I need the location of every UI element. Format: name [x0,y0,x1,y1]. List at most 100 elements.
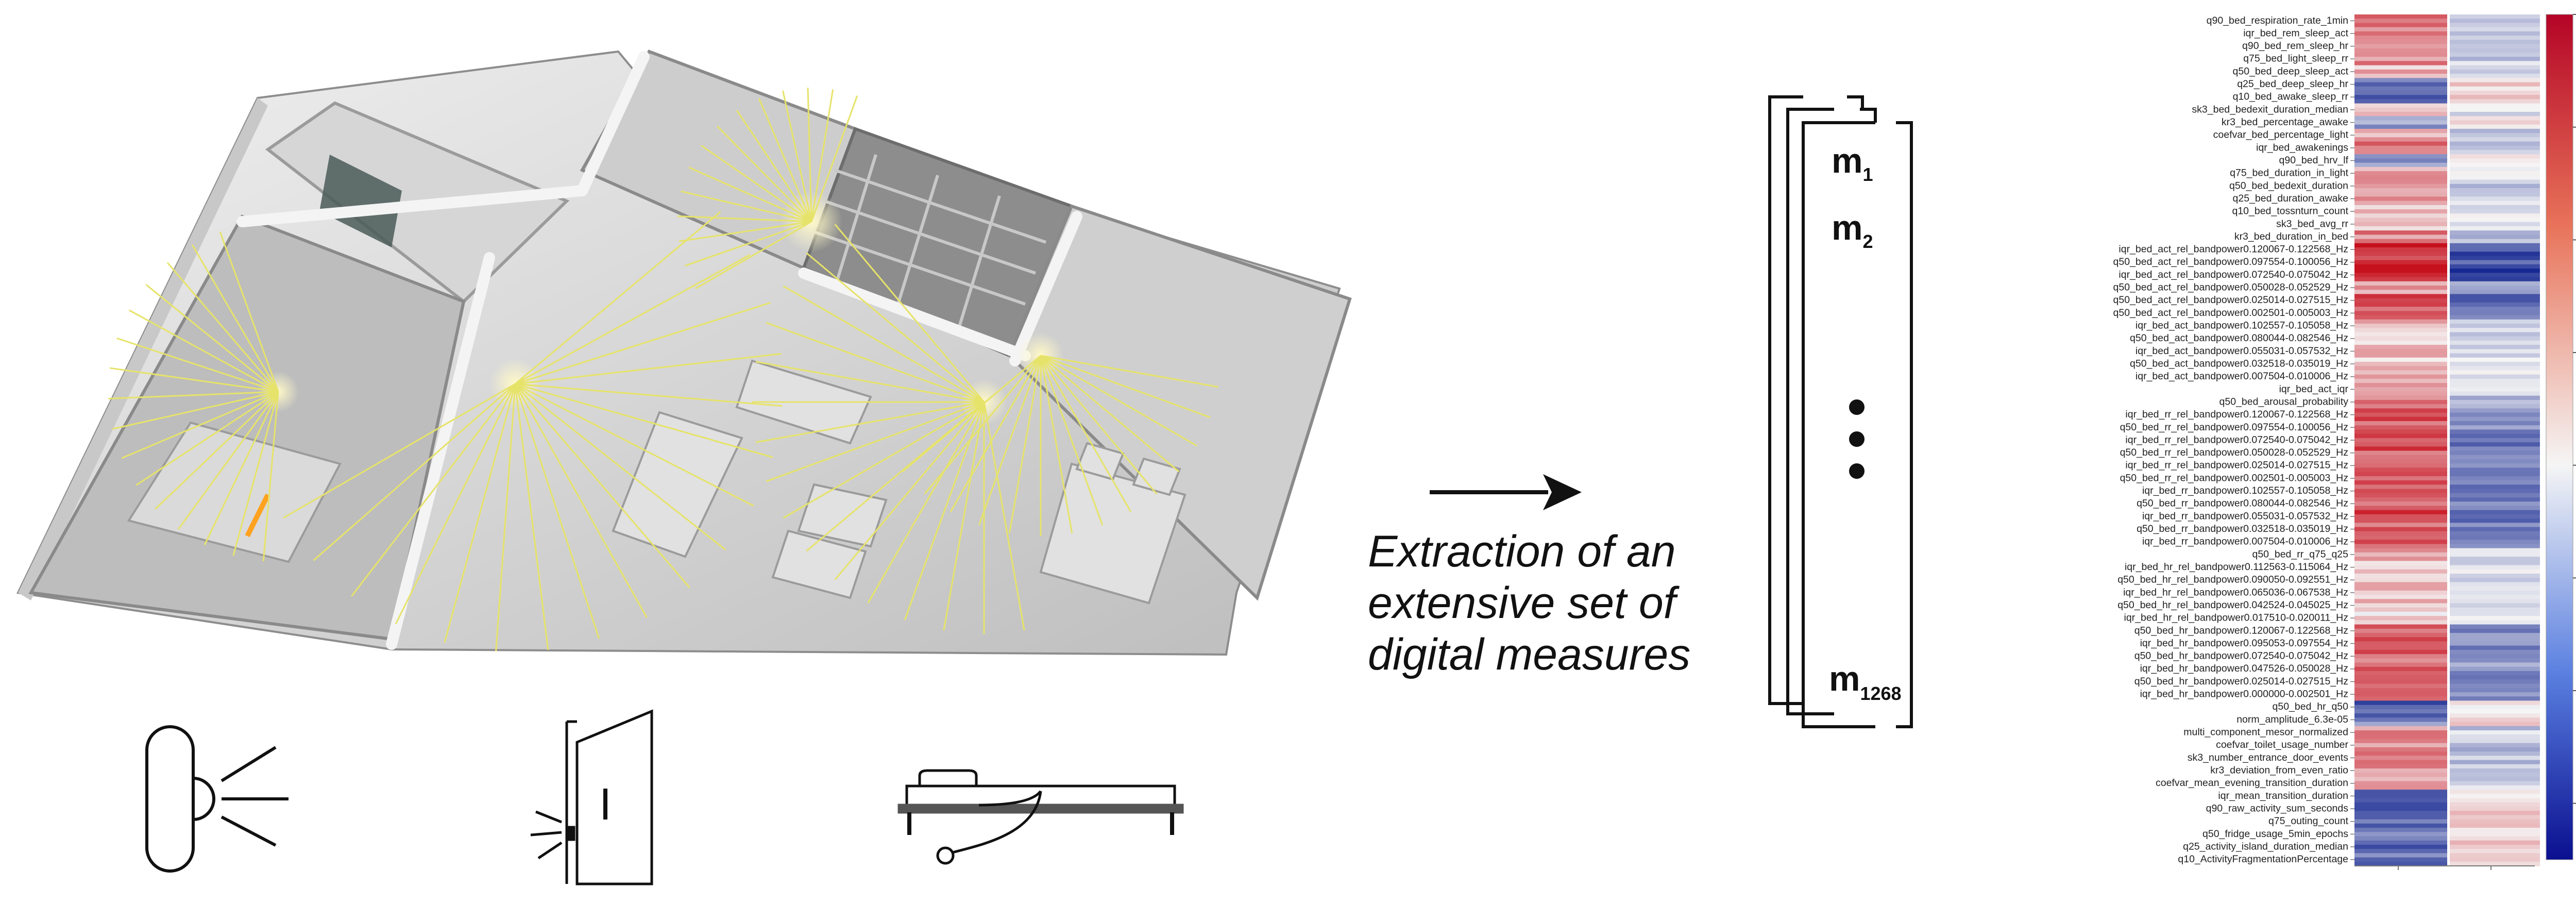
feature-label: q50_bed_act_rel_bandpower0.097554-0.1000… [2113,256,2348,267]
heatmap-cell [2450,171,2540,176]
heatmap-cell [2450,145,2540,150]
feature-label: q50_bed_hr_bandpower0.025014-0.027515_Hz [2134,676,2348,687]
heatmap-cell [2450,790,2540,794]
heatmap-cell [2450,832,2540,837]
motion-sensor-icon [145,725,289,873]
sensor-ray [135,391,279,486]
sensor-ray [736,110,812,222]
heatmap-cell [2354,599,2447,604]
heatmap-cell [2450,150,2540,155]
heatmap-cell [2450,31,2540,36]
heatmap-cell [2450,307,2540,311]
feature-label: q50_bed_hr_rel_bandpower0.090050-0.09255… [2117,574,2348,586]
heatmap-cell [2354,527,2447,532]
heatmap-cell [2450,853,2540,858]
heatmap-cell [2450,416,2540,422]
feature-heatmap: q90_bed_respiration_rate_1miniqr_bed_rem… [2113,14,2540,870]
heatmap-cell [2354,404,2447,409]
heatmap-cell [2450,40,2540,45]
feature-label: q10_bed_tossnturn_count [2232,206,2348,217]
heatmap-cell [2354,218,2447,223]
heatmap-cell [2450,86,2540,91]
heatmap-cell [2354,269,2447,273]
feature-label: q50_bed_act_bandpower0.032518-0.035019_H… [2130,358,2348,369]
sensor-ray [262,391,279,561]
feature-label: kr3_bed_percentage_awake [2222,116,2348,128]
heatmap-cell [2354,616,2447,621]
sensor-ray [514,383,549,650]
bed-sensor-strip [245,493,270,538]
feature-label: q50_bed_act_rel_bandpower0.025014-0.0275… [2113,294,2348,306]
heatmap-cell [2450,78,2540,83]
heatmap-cell [2450,836,2540,841]
heatmap-cell [2450,658,2540,663]
sensor-ray [834,224,985,403]
heatmap-cell [2354,40,2447,45]
heatmap-cell [2354,688,2447,693]
heatmap-cell [2450,218,2540,223]
feature-label: sk3_bed_avg_rr [2276,218,2348,229]
heatmap-cell [2450,99,2540,104]
heatmap-cell [2354,95,2447,99]
heatmap-cell [2354,658,2447,663]
heatmap-cell [2450,421,2540,426]
heatmap-cell [2354,239,2447,244]
heatmap-cell [2450,785,2540,790]
feature-label: q90_bed_respiration_rate_1min [2207,15,2348,26]
sensor-ray [807,88,812,222]
heatmap-cell [2450,607,2540,612]
heatmap-cell [2354,853,2447,858]
heatmap-cell [2450,717,2540,723]
heatmap-cell [2450,158,2540,163]
heatmap-cell [2450,713,2540,718]
sensor-ray [128,309,279,393]
heatmap-cell [2354,120,2447,125]
feature-label: iqr_bed_rr_rel_bandpower0.120067-0.12256… [2125,409,2348,420]
feature-label: q50_bed_rr_q75_q25 [2252,548,2348,560]
heatmap-cell [2354,154,2447,159]
heatmap-cell [2354,256,2447,261]
heatmap-cell [2354,150,2447,155]
sensor-ray [695,221,812,290]
shower-glass [319,155,402,247]
heatmap-cell [2354,519,2447,523]
sensor-ray [1008,355,1042,533]
heatmap-cell [2450,200,2540,206]
sensor-ray [758,98,812,222]
feature-label: q90_bed_hrv_lf [2279,155,2349,166]
heatmap-cell [2450,209,2540,214]
heatmap-cell [2450,319,2540,324]
sensor-ray [515,254,751,385]
heatmap-cell [2450,273,2540,278]
heatmap-cell [2450,472,2540,477]
feature-label: iqr_bed_rr_bandpower0.055031-0.057532_Hz [2142,510,2348,522]
sensor-ray [204,391,279,546]
heatmap-cell [2450,124,2540,129]
wardrobe-shelves [814,154,1046,330]
heatmap-cell [2450,476,2540,481]
feature-label: q50_fridge_usage_5min_epochs [2202,828,2348,840]
feature-label: q90_raw_activity_sum_seconds [2206,802,2349,814]
sensor-ray [515,383,726,551]
heatmap-cell [2450,264,2540,269]
heatmap-cell [2354,137,2447,142]
heatmap-cell [2450,353,2540,358]
heatmap-cell [2450,302,2540,307]
heatmap-cell [2450,57,2540,62]
heatmap-cell [2450,442,2540,447]
colorbar-gradient [2546,14,2573,860]
heatmap-cell [2450,527,2540,532]
heatmap-cell [2354,506,2447,511]
heatmap-cell [2450,730,2540,735]
heatmap-cell [2450,205,2540,210]
heatmap-cell [2450,514,2540,519]
sensor-ray [806,401,985,552]
feature-label: q90_bed_rem_sleep_hr [2242,40,2348,52]
heatmap-cell [2450,370,2540,375]
heatmap-cell [2354,798,2447,803]
heatmap-cell [2450,340,2540,345]
heatmap-cell [2354,23,2447,28]
heatmap-cell [2354,230,2447,235]
heatmap-cell [2354,277,2447,282]
heatmap-cell [2450,52,2540,57]
